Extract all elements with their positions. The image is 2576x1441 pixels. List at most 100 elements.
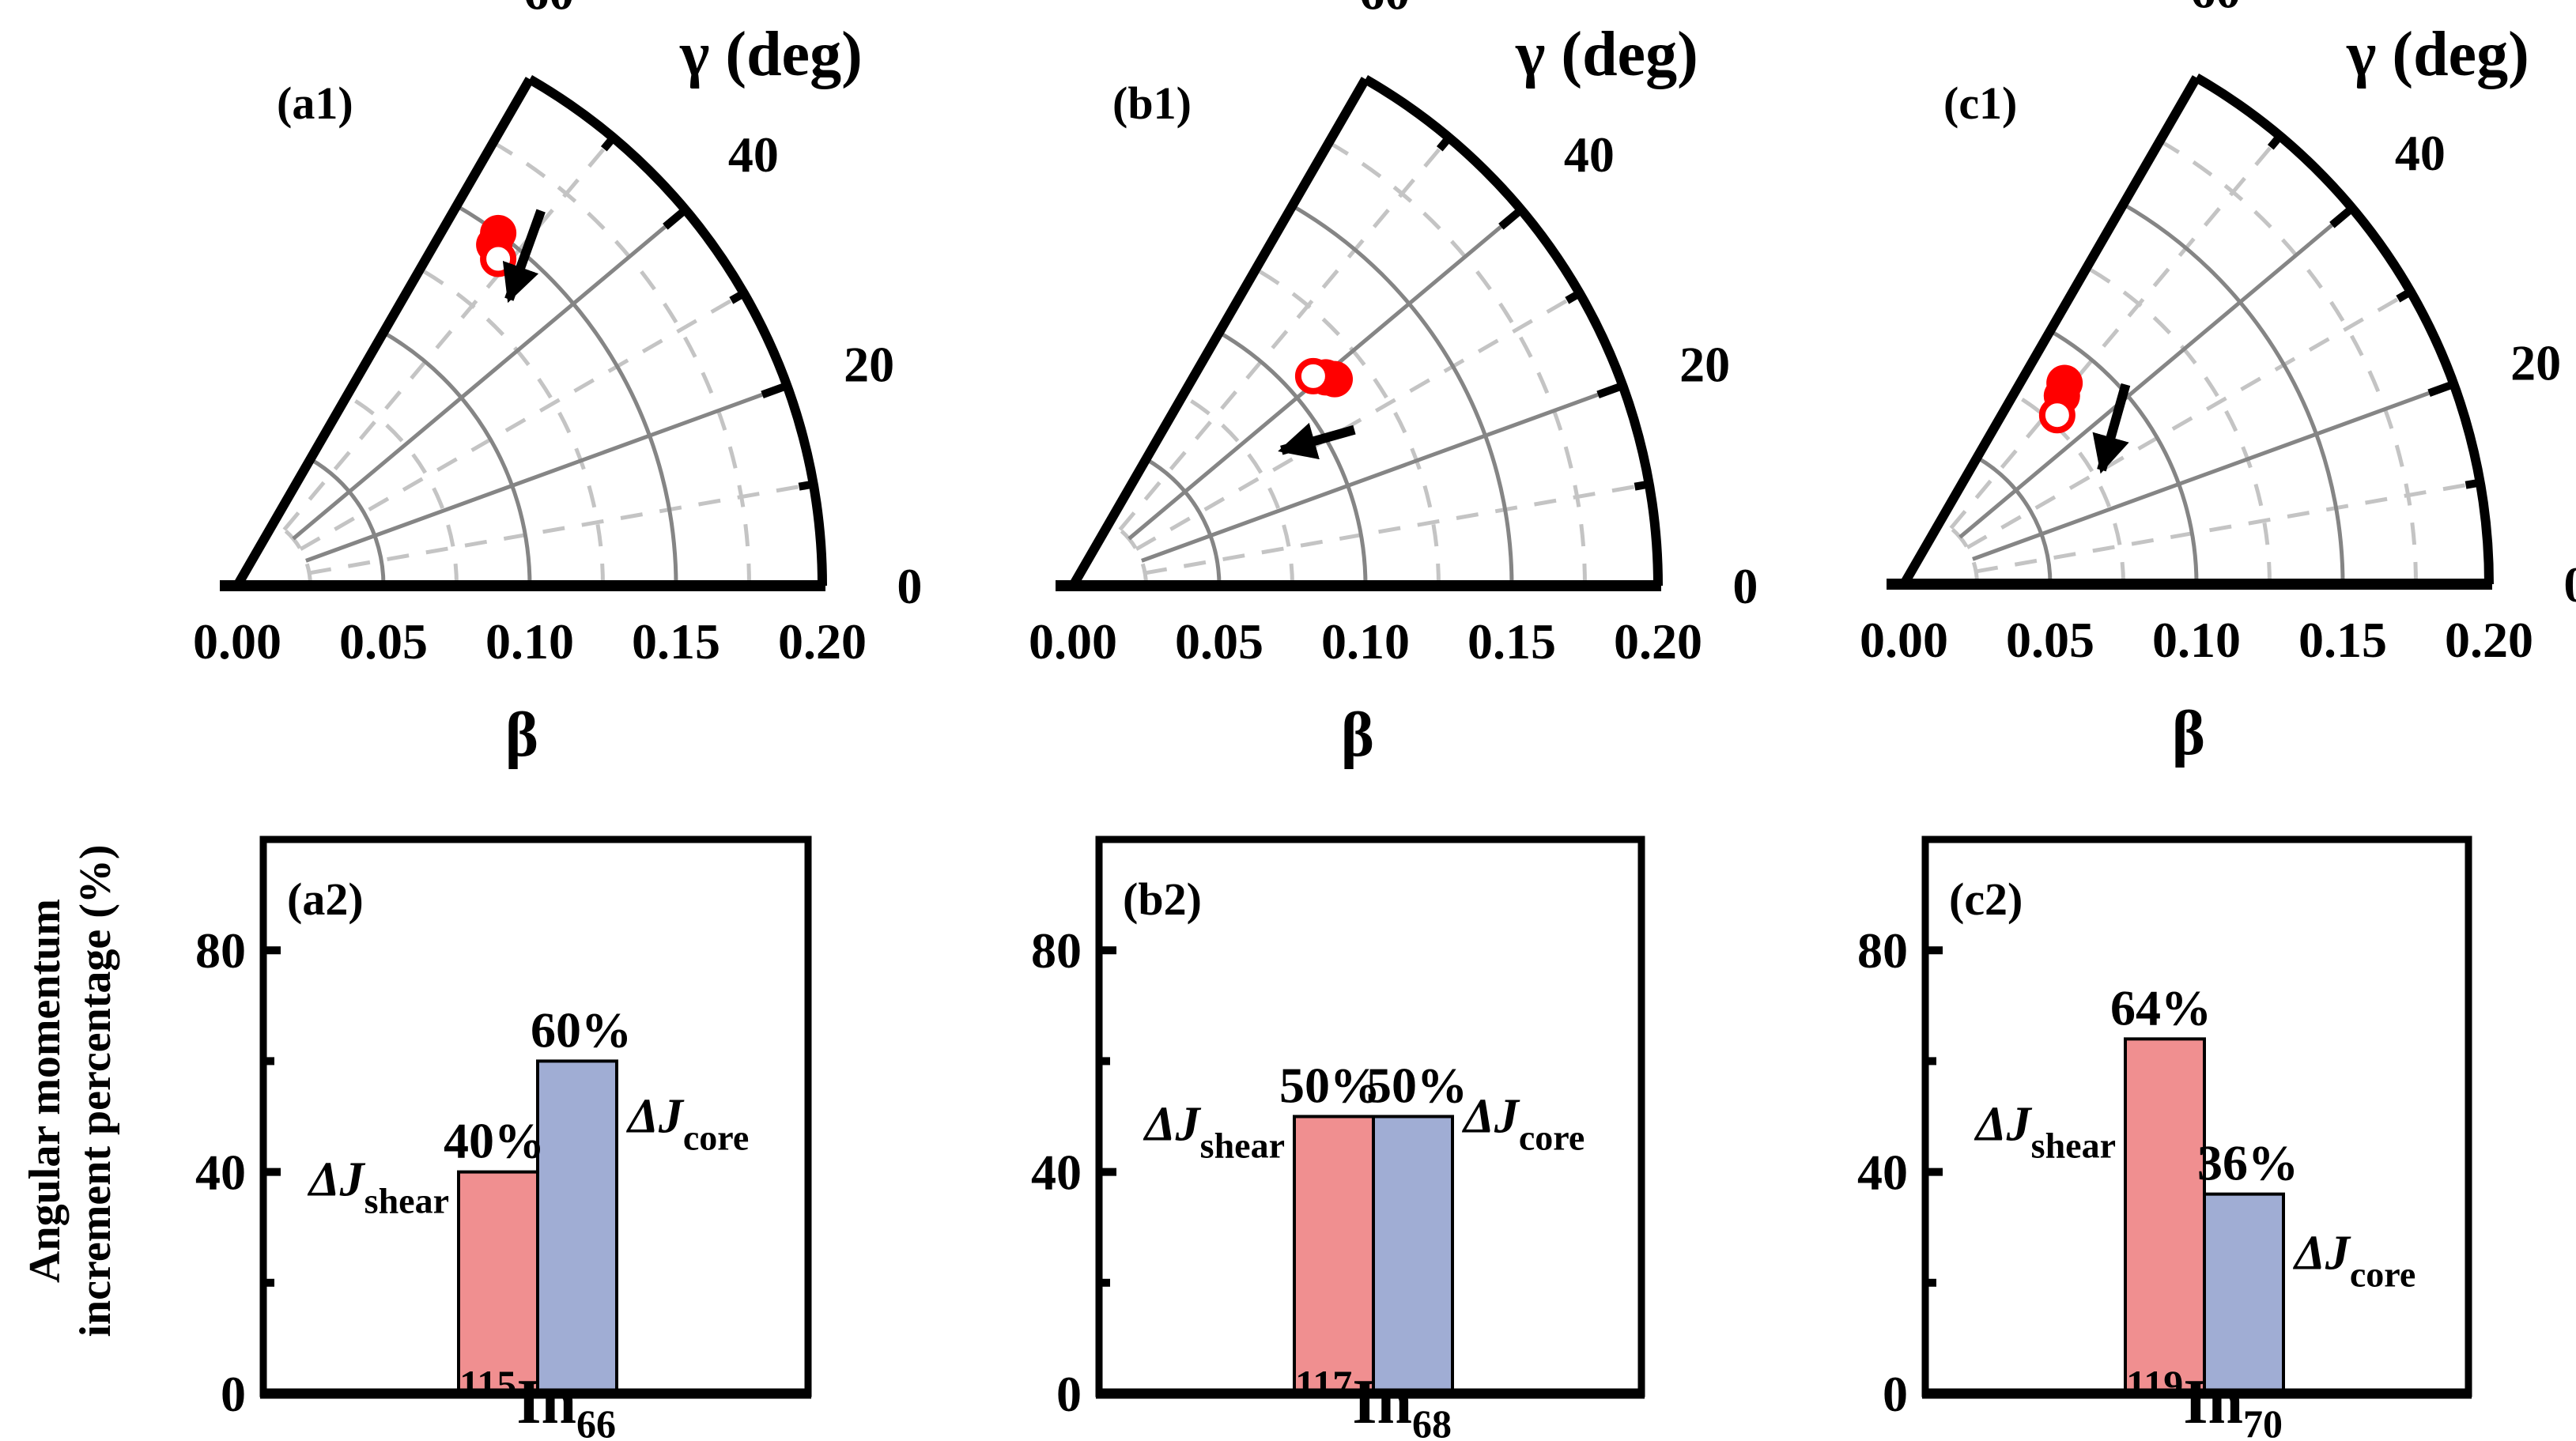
bar-core: [536, 1059, 618, 1396]
angle-tick: [2329, 205, 2355, 228]
y-tick-label: 0: [1883, 1366, 1908, 1422]
mass-number: 117: [1295, 1362, 1352, 1406]
gamma-tick-label: 60: [1359, 0, 1410, 21]
grid-radial-minor: [1949, 134, 2282, 530]
grid-arc-major: [1145, 457, 1222, 587]
trend-arrow: [2092, 383, 2131, 474]
beta-tick-label: 0.00: [1029, 613, 1117, 670]
grid-radial-major: [1141, 383, 1624, 563]
grid-arc-major: [309, 457, 386, 587]
angle-tick: [761, 382, 789, 398]
panel-label: (c1): [1943, 77, 2017, 129]
grid-radial-minor: [282, 136, 615, 531]
grid-arc-minor: [2085, 266, 2272, 585]
grid-radial-minor: [1144, 482, 1650, 575]
gamma-tick-label: 20: [1679, 337, 1730, 393]
label-delta-j-shear: ΔJshear: [1143, 1098, 1285, 1166]
angle-tick: [600, 134, 617, 152]
data-point-open: [2038, 397, 2076, 434]
gamma-tick-label: 20: [2510, 335, 2561, 391]
panel-label: (a1): [277, 77, 353, 129]
grid-radial-minor: [1135, 291, 1581, 551]
beta-axis-title: β: [1341, 700, 1374, 770]
nuclide-label: 115In66: [459, 1362, 616, 1441]
gamma-tick-label: 40: [1564, 126, 1615, 183]
grid-arc-major: [1976, 455, 2053, 585]
label-sub: shear: [1200, 1126, 1285, 1166]
beta-tick-label: 0.20: [2445, 612, 2533, 668]
trend-arrow: [502, 209, 546, 304]
grid-radial-minor: [1966, 289, 2412, 549]
grid-arc-minor: [1939, 519, 1979, 585]
label-delta-j-core: ΔJcore: [625, 1090, 749, 1158]
neutron-number: 68: [1412, 1401, 1452, 1441]
grid-arc-minor: [1181, 394, 1294, 587]
grid-arc-minor: [418, 267, 605, 587]
gamma60-axis-line: [1899, 75, 2201, 587]
grid-radial-major: [1972, 382, 2455, 561]
gamma-tick-label: 0: [2563, 556, 2576, 613]
beta-tick-label: 0.05: [339, 613, 428, 670]
panel-label: (b1): [1112, 77, 1192, 129]
beta-tick-label: 0.15: [1467, 613, 1556, 670]
label-sub: core: [1519, 1118, 1585, 1158]
label-main: ΔJ: [2292, 1227, 2351, 1281]
label-sub: shear: [364, 1181, 449, 1221]
data-label-core: 36%: [2197, 1135, 2298, 1191]
grid-radial-major: [1958, 206, 2354, 539]
angle-tick: [798, 480, 814, 491]
y-tick-label: 0: [221, 1366, 246, 1422]
angle-tick: [2267, 133, 2283, 150]
grid-radial-minor: [1975, 481, 2481, 574]
grid-arc-major: [2049, 329, 2199, 585]
trend-arrow: [1278, 422, 1356, 460]
label-sub: core: [683, 1118, 749, 1158]
element-symbol: In: [2183, 1367, 2243, 1437]
label-sub: core: [2350, 1254, 2415, 1295]
gamma-axis-title: γ (deg): [1515, 20, 1698, 89]
gamma-tick-label: 20: [844, 337, 894, 393]
beta-axis-title: β: [2172, 699, 2205, 768]
y-axis-title-line1: Angular momentum: [21, 899, 70, 1283]
gamma-tick-label: 60: [2190, 0, 2241, 19]
grid-radial-minor: [299, 291, 746, 551]
label-delta-j-shear: ΔJshear: [307, 1153, 449, 1221]
angle-tick: [1596, 382, 1625, 398]
angle-tick: [1498, 206, 1524, 230]
bar-core: [2203, 1192, 2285, 1396]
grid-radial-major: [305, 383, 788, 563]
y-tick-label: 0: [1056, 1366, 1082, 1422]
y-tick-label: 80: [1857, 922, 1908, 979]
beta-axis-title: β: [505, 700, 538, 770]
polar-panel-b1: 0.00 0.05 0.10 0.15 0.20 0 20 40 60 β γ (deg) (b1): [1029, 0, 1758, 770]
angle-tick: [1634, 480, 1650, 491]
panel-label: (c2): [1949, 873, 2023, 925]
label-main: ΔJ: [1143, 1098, 1202, 1152]
neutron-number: 66: [576, 1401, 616, 1441]
y-axis-title-line2: increment percentage (%): [71, 844, 120, 1337]
data-label-shear: 50%: [1279, 1058, 1381, 1114]
beta-tick-label: 0.00: [1860, 612, 1948, 668]
y-tick-label: 80: [195, 922, 246, 979]
bar-shear: [1293, 1115, 1375, 1395]
gamma-tick-label: 60: [523, 0, 574, 21]
angle-tick: [729, 289, 746, 304]
polar-panel-c1: 0.00 0.05 0.10 0.15 0.20 0 20 40 60 β γ (deg) (c1): [1860, 0, 2576, 768]
data-label-shear: 64%: [2110, 979, 2212, 1035]
polar-panel-a1: 0.00 0.05 0.10 0.15 0.20 0 20 40 60 β γ (deg) (a1): [193, 0, 922, 770]
beta-tick-label: 0.15: [632, 613, 720, 670]
grid-arc-minor: [272, 520, 312, 587]
gamma-tick-label: 0: [897, 558, 922, 614]
nuclide-label: 119In70: [2126, 1362, 2283, 1441]
grid-radial-minor: [1118, 136, 1451, 531]
data-point-open: [1294, 357, 1331, 394]
beta-tick-label: 0.10: [1321, 613, 1410, 670]
label-delta-j-core: ΔJcore: [1461, 1090, 1585, 1158]
beta-tick-label: 0.10: [485, 613, 574, 670]
label-sub: shear: [2031, 1126, 2116, 1166]
mass-number: 119: [2126, 1362, 2183, 1406]
